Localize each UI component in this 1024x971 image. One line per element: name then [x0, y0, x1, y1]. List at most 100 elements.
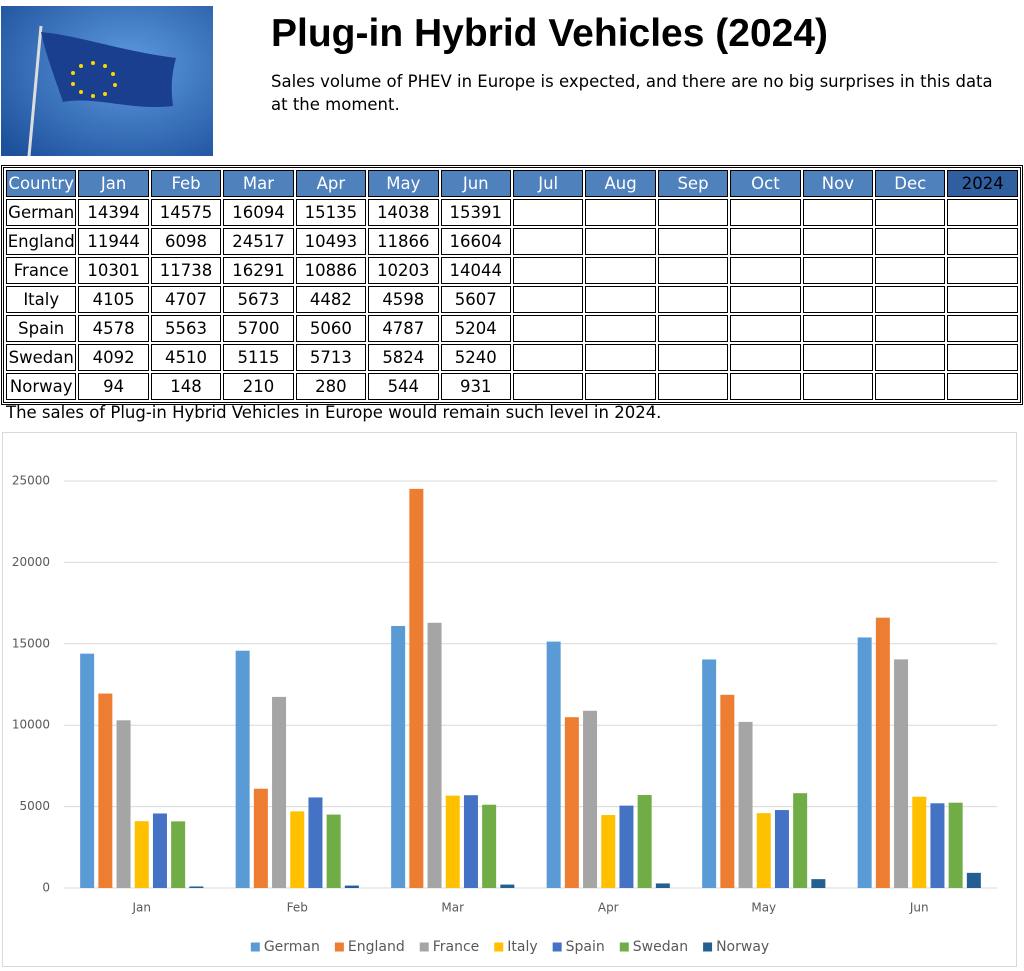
- table-cell: [585, 344, 656, 371]
- legend-label: England: [348, 939, 405, 955]
- table-cell: [585, 373, 656, 400]
- table-cell: 5824: [368, 344, 439, 371]
- table-cell: [802, 344, 874, 371]
- legend-label: Swedan: [633, 939, 688, 955]
- table-cell: 4578: [78, 315, 149, 342]
- table-cell: [657, 257, 729, 284]
- table-cell: [875, 344, 946, 371]
- bar: [948, 802, 963, 888]
- bar: [116, 720, 131, 888]
- table-cell: [730, 286, 801, 313]
- table-cell: Norway: [6, 373, 77, 400]
- table-cell: German: [6, 199, 77, 226]
- table-cell: 10886: [295, 257, 367, 284]
- legend-label: Spain: [566, 939, 605, 955]
- table-cell: [947, 373, 1018, 400]
- table-row: Country Jan Feb Mar Apr May Jun Jul Aug Sep Oct Nov…: [6, 170, 1018, 197]
- sales-table: Country Jan Feb Mar Apr May Jun Jul Aug Sep Oct Nov…: [1, 165, 1023, 405]
- table-cell: [657, 286, 729, 313]
- table-cell: 5700: [223, 315, 294, 342]
- y-tick-label: 10000: [12, 718, 50, 732]
- legend-swatch: [494, 942, 504, 952]
- flag-image: [1, 6, 213, 156]
- column-header: Dec: [875, 170, 946, 197]
- table-cell: Italy: [6, 286, 77, 313]
- table-cell: [730, 199, 801, 226]
- bar: [445, 795, 460, 888]
- bar: [619, 805, 634, 888]
- bar: [702, 659, 717, 888]
- table-cell: Spain: [6, 315, 77, 342]
- table-row: Spain 4578 5563 5700 5060 4787 5204: [6, 315, 1018, 342]
- legend-swatch: [552, 942, 562, 952]
- legend-swatch: [419, 942, 429, 952]
- table-cell: [947, 344, 1018, 371]
- table-cell: [802, 315, 874, 342]
- bar: [235, 650, 250, 888]
- column-header: Jun: [440, 170, 511, 197]
- table-cell: 11866: [368, 228, 439, 255]
- column-header: Aug: [585, 170, 656, 197]
- table-cell: [947, 228, 1018, 255]
- table-cell: 11738: [150, 257, 222, 284]
- legend-swatch: [250, 942, 260, 952]
- table-cell: 5060: [295, 315, 367, 342]
- table-cell: [802, 373, 874, 400]
- table-cell: [512, 315, 584, 342]
- bar: [738, 721, 753, 888]
- x-tick-label: Feb: [287, 901, 308, 915]
- subtitle: Sales volume of PHEV in Europe is expect…: [271, 72, 993, 114]
- bar: [966, 872, 981, 888]
- bar: [774, 810, 789, 888]
- table-cell: [512, 286, 584, 313]
- bar: [564, 717, 579, 888]
- bar: [811, 879, 826, 888]
- table-cell: 14038: [368, 199, 439, 226]
- chart: 0 5000 10000 15000 20000 25000 Jan Feb Mar Apr May…: [2, 432, 1017, 967]
- bar: [583, 710, 598, 888]
- bar: [152, 813, 167, 888]
- bar: [253, 788, 268, 888]
- bar: [637, 794, 652, 888]
- bar: [272, 696, 287, 888]
- bar: [793, 793, 808, 888]
- table-cell: 5713: [295, 344, 367, 371]
- bar: [326, 814, 341, 888]
- legend-swatch: [703, 942, 713, 952]
- bar: [875, 617, 890, 888]
- table-cell: [585, 315, 656, 342]
- x-tick-label: Apr: [598, 901, 619, 915]
- bar: [912, 796, 927, 888]
- table-cell: [730, 228, 801, 255]
- table-cell: 5115: [223, 344, 294, 371]
- bar: [189, 886, 204, 888]
- table-cell: [730, 257, 801, 284]
- bar: [427, 622, 442, 888]
- bar: [720, 694, 735, 888]
- table-cell: 5204: [440, 315, 511, 342]
- bar: [601, 815, 616, 888]
- legend-label: France: [433, 939, 480, 955]
- bar: [655, 883, 670, 888]
- column-header: 2024: [947, 170, 1018, 197]
- bar: [308, 797, 323, 888]
- table-cell: [802, 286, 874, 313]
- table-cell: 4482: [295, 286, 367, 313]
- table-row: Swedan 4092 4510 5115 5713 5824 5240: [6, 344, 1018, 371]
- table-cell: [512, 257, 584, 284]
- legend-swatch: [334, 942, 344, 952]
- table-cell: 94: [78, 373, 149, 400]
- table-row: Italy 4105 4707 5673 4482 4598 5607: [6, 286, 1018, 313]
- legend-label: Norway: [716, 939, 769, 955]
- y-tick-label: 25000: [12, 474, 50, 488]
- table-cell: 24517: [223, 228, 294, 255]
- table-cell: [512, 373, 584, 400]
- table-cell: 280: [295, 373, 367, 400]
- table-cell: 4105: [78, 286, 149, 313]
- table-cell: [947, 315, 1018, 342]
- x-tick-label: May: [751, 901, 776, 915]
- column-header: Nov: [802, 170, 874, 197]
- column-header: Jul: [512, 170, 584, 197]
- table-row: France 10301 11738 16291 10886 10203 14044: [6, 257, 1018, 284]
- table-cell: [875, 373, 946, 400]
